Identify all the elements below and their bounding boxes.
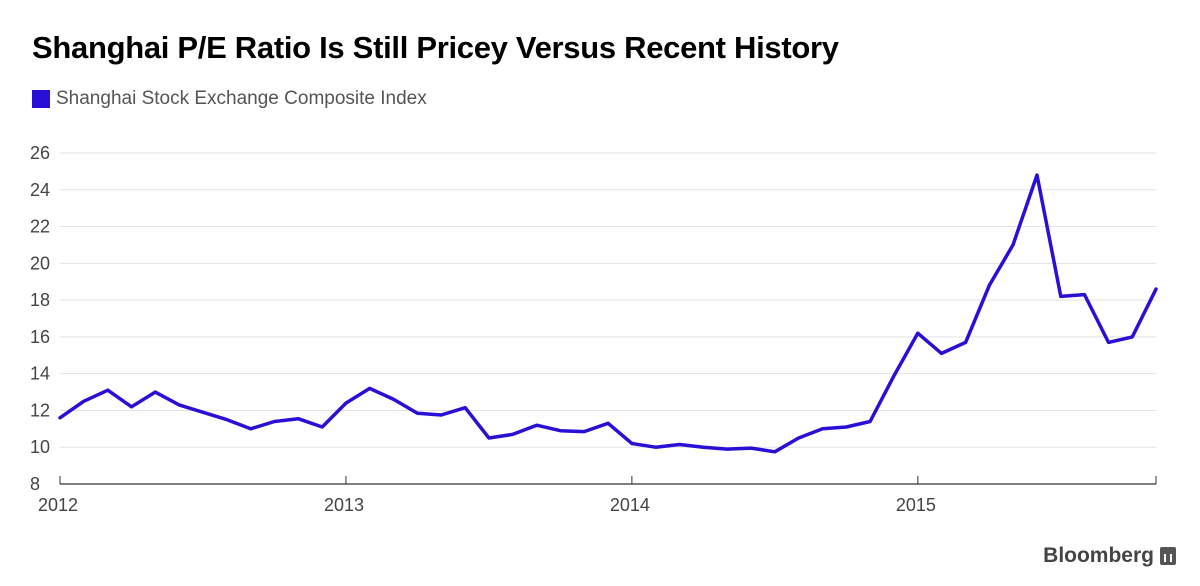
data-point xyxy=(559,429,562,432)
data-point xyxy=(368,387,371,390)
data-point xyxy=(916,332,920,335)
data-point xyxy=(868,420,872,423)
y-tick-label-10: 10 xyxy=(30,437,50,457)
data-point xyxy=(487,436,491,440)
data-point xyxy=(892,374,896,377)
data-point xyxy=(439,413,443,417)
legend-swatch xyxy=(32,90,50,108)
chart-title: Shanghai P/E Ratio Is Still Pricey Versu… xyxy=(32,30,839,65)
data-point xyxy=(201,411,205,414)
bloomberg-terminal-icon xyxy=(1160,547,1176,565)
data-point xyxy=(725,447,729,451)
brand-logo: Bloomberg xyxy=(1043,544,1176,568)
y-tick-label-12: 12 xyxy=(30,400,50,420)
data-point xyxy=(106,389,109,392)
data-point xyxy=(630,442,634,445)
data-point xyxy=(821,427,824,431)
y-tick-label-26: 26 xyxy=(30,143,50,163)
data-point xyxy=(749,446,753,450)
data-point xyxy=(845,425,848,429)
data-point xyxy=(1011,243,1015,247)
y-tick-label-14: 14 xyxy=(30,364,50,384)
x-tick-label-2012: 2012 xyxy=(38,495,78,515)
series-layer xyxy=(58,173,1158,454)
data-point xyxy=(321,425,324,429)
data-point xyxy=(1154,287,1158,291)
data-point xyxy=(606,422,610,425)
data-point xyxy=(416,412,419,415)
x-tick-labels: 2012 2013 2014 2015 xyxy=(38,495,936,515)
data-point xyxy=(797,436,800,440)
y-tick-label-20: 20 xyxy=(30,253,50,273)
data-point xyxy=(1083,293,1086,296)
y-tick-labels: 8 10 12 14 16 18 20 22 24 26 xyxy=(30,143,50,494)
x-axis xyxy=(59,476,1157,485)
y-tick-label-22: 22 xyxy=(30,217,50,237)
data-point xyxy=(225,418,228,421)
legend: Shanghai Stock Exchange Composite Index xyxy=(32,88,427,110)
data-point xyxy=(773,450,777,454)
data-point xyxy=(154,390,157,394)
data-point xyxy=(130,405,133,408)
data-point xyxy=(988,284,991,287)
data-point xyxy=(1059,295,1062,298)
y-tick-label-18: 18 xyxy=(30,290,50,310)
data-point xyxy=(392,398,395,401)
grid-lines xyxy=(60,152,1156,448)
data-point xyxy=(1035,173,1039,177)
legend-label: Shanghai Stock Exchange Composite Index xyxy=(56,88,427,109)
y-tick-label-16: 16 xyxy=(30,327,50,347)
data-point xyxy=(249,427,252,431)
x-tick-label-2013: 2013 xyxy=(324,495,364,515)
y-tick-label-8: 8 xyxy=(30,474,40,494)
data-point xyxy=(344,401,348,405)
data-point xyxy=(654,446,657,449)
data-point xyxy=(463,406,467,409)
data-point xyxy=(940,352,943,355)
data-point xyxy=(273,420,276,423)
data-point xyxy=(582,430,586,433)
data-point xyxy=(511,433,514,436)
data-point xyxy=(678,443,681,446)
x-tick-label-2014: 2014 xyxy=(610,495,650,515)
data-point xyxy=(702,446,705,449)
y-tick-label-24: 24 xyxy=(30,180,50,200)
data-point xyxy=(1131,335,1134,339)
data-point xyxy=(1107,341,1110,344)
brand-name: Bloomberg xyxy=(1043,544,1154,567)
data-point xyxy=(58,416,62,419)
data-point xyxy=(964,341,967,344)
data-point xyxy=(178,403,181,407)
x-tick-label-2015: 2015 xyxy=(896,495,936,515)
data-point xyxy=(82,400,85,403)
data-point xyxy=(296,417,300,420)
data-point xyxy=(535,423,538,427)
